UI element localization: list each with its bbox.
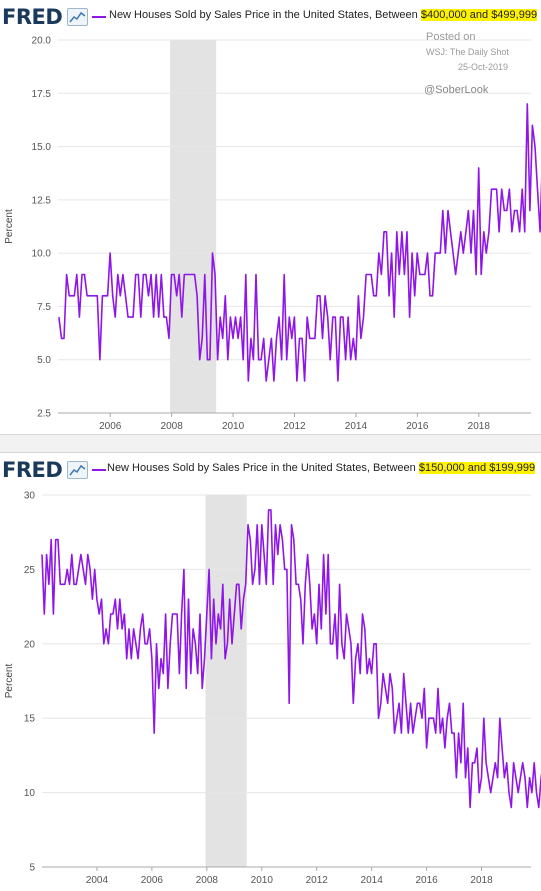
y-tick-label: 2.5: [37, 409, 51, 420]
chart-title: New Houses Sold by Sales Price in the Un…: [107, 462, 536, 474]
chart-title-prefix: New Houses Sold by Sales Price in the Un…: [109, 9, 421, 21]
chart-panel-1: FRED New Houses Sold by Sales Price in t…: [0, 0, 541, 434]
chart-plot-2: 30 25 20 15 10 5 2004 2006 2008 2010 2012 2014 2016 2…: [4, 491, 541, 886]
series-line: [58, 103, 541, 382]
y-tick-label: 15: [24, 714, 36, 725]
chart-header-1: FRED New Houses Sold by Sales Price in t…: [0, 0, 541, 34]
x-tick-label: 2006: [141, 875, 164, 886]
chart-title-prefix: New Houses Sold by Sales Price in the Un…: [107, 462, 419, 474]
y-axis-label: Percent: [4, 664, 15, 699]
panel-separator: [0, 434, 541, 453]
y-tick-label: 10.0: [32, 249, 52, 260]
x-tick-label: 2008: [161, 421, 184, 432]
x-tick-label: 2018: [470, 875, 493, 886]
chart-title-highlight: $400,000 and $499,999: [420, 9, 538, 21]
chart-panel-2: FRED New Houses Sold by Sales Price in t…: [0, 453, 541, 891]
x-tick-label: 2008: [196, 875, 219, 886]
recession-band: [170, 40, 217, 413]
y-tick-label: 5: [29, 863, 35, 874]
x-tick-label: 2012: [283, 421, 306, 432]
chart-header-2: FRED New Houses Sold by Sales Price in t…: [0, 453, 541, 487]
x-tick-label: 2016: [415, 875, 438, 886]
recession-band: [205, 495, 247, 867]
annotation-handle: @SoberLook: [424, 84, 489, 96]
fred-logo-chart-icon: [67, 8, 88, 26]
y-tick-label: 20.0: [32, 36, 52, 47]
y-tick-label: 15.0: [32, 142, 52, 153]
fred-logo: FRED: [2, 5, 63, 29]
y-axis-label: Percent: [4, 209, 15, 244]
y-tick-label: 10: [24, 788, 36, 799]
x-tick-label: 2012: [306, 875, 329, 886]
x-tick-label: 2006: [99, 421, 122, 432]
chart-title: New Houses Sold by Sales Price in the Un…: [109, 9, 538, 21]
fred-logo-chart-icon: [67, 461, 88, 479]
x-tick-label: 2010: [251, 875, 274, 886]
chart-plot-1: 20.0 17.5 15.0 12.5 10.0 7.5 5.0 2.5 2006 2008 201…: [4, 31, 541, 432]
y-tick-label: 5.0: [37, 355, 51, 366]
x-tick-label: 2010: [222, 421, 245, 432]
series-line: [41, 509, 541, 809]
x-tick-label: 2014: [345, 421, 368, 432]
chart-title-highlight: $150,000 and $199,999: [418, 462, 536, 474]
y-tick-label: 17.5: [32, 89, 52, 100]
x-tick-label: 2004: [86, 875, 109, 886]
fred-logo: FRED: [2, 458, 63, 482]
legend-line-icon: [92, 469, 106, 471]
y-tick-label: 12.5: [32, 195, 52, 206]
y-tick-label: 20: [24, 639, 36, 650]
x-tick-label: 2018: [468, 421, 491, 432]
x-tick-label: 2014: [361, 875, 384, 886]
annotation-date: 25-Oct-2019: [458, 62, 508, 72]
annotation-posted-on: Posted on: [426, 31, 476, 43]
annotation-source: WSJ: The Daily Shot: [426, 47, 509, 57]
legend-line-icon: [92, 16, 106, 18]
y-tick-label: 25: [24, 565, 36, 576]
y-tick-label: 7.5: [37, 302, 51, 313]
x-tick-label: 2016: [406, 421, 429, 432]
y-tick-label: 30: [24, 491, 36, 502]
